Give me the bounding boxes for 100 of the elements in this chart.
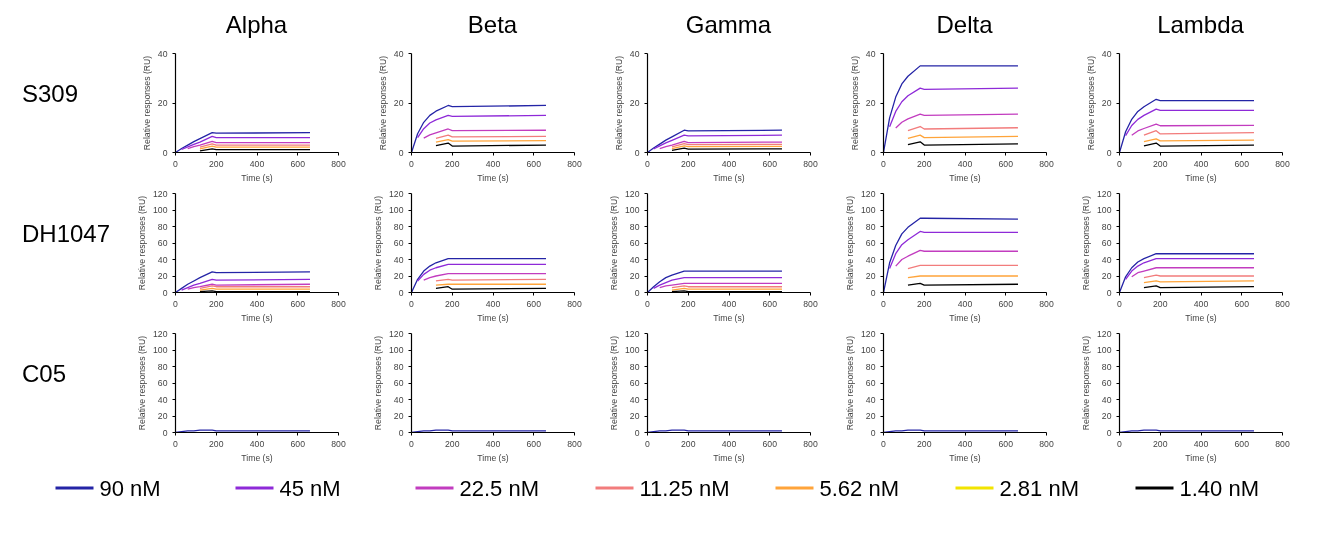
x-tick-label: 0 [173,298,179,309]
y-tick-label: 0 [634,287,640,298]
y-tick-label: 20 [629,411,640,421]
x-axis-title: Time (s) [1185,172,1217,183]
y-tick-label: 40 [1101,48,1112,59]
x-tick-label: 400 [249,438,265,449]
x-tick-label: 200 [681,438,696,449]
x-tick-label: 200 [209,438,224,449]
y-tick-label: 40 [157,394,168,405]
x-tick-label: 0 [881,438,887,449]
y-tick-label: 20 [1101,271,1112,281]
chart-title: Gamma [684,10,773,40]
y-tick-label: 60 [865,378,876,388]
x-tick-label: 800 [331,158,346,169]
y-tick-label: 40 [157,48,168,59]
y-tick-label: 40 [865,48,876,59]
legend-label: 11.25 nM [639,475,730,501]
x-tick-label: 800 [1275,298,1290,309]
y-tick-label: 120 [1097,188,1112,199]
x-tick-label: 0 [173,158,179,169]
x-tick-label: 0 [173,438,179,449]
y-axis-title: Relative responses (RU) [137,335,148,431]
y-tick-label: 20 [865,98,876,108]
y-tick-label: 40 [865,254,876,265]
x-tick-label: 400 [485,158,501,169]
y-tick-label: 100 [861,205,876,215]
y-tick-label: 60 [393,238,404,248]
x-tick-label: 800 [567,158,582,169]
y-tick-label: 40 [629,394,640,405]
y-axis-title: Relative responses (RU) [141,55,152,151]
y-tick-label: 120 [625,188,640,199]
x-tick-label: 0 [1117,298,1123,309]
x-axis-title: Time (s) [713,452,745,463]
y-tick-label: 20 [1101,411,1112,421]
x-tick-label: 0 [881,298,887,309]
x-tick-label: 400 [249,158,265,169]
x-tick-label: 800 [1275,438,1290,449]
x-tick-label: 800 [331,298,346,309]
x-tick-label: 600 [762,438,778,449]
x-tick-label: 800 [567,298,582,309]
x-tick-label: 400 [249,298,265,309]
chart-title: Delta [935,10,994,40]
y-tick-label: 20 [393,411,404,421]
y-tick-label: 120 [153,328,168,339]
y-tick-label: 0 [870,287,876,298]
y-tick-label: 40 [1101,394,1112,405]
x-axis-title: Time (s) [241,452,273,463]
x-tick-label: 200 [917,298,932,309]
y-tick-label: 120 [1097,328,1112,339]
y-tick-label: 100 [1097,205,1112,215]
y-tick-label: 60 [629,378,640,388]
y-tick-label: 60 [1101,238,1112,248]
x-tick-label: 600 [526,158,542,169]
x-tick-label: 800 [567,438,582,449]
x-axis-title: Time (s) [713,172,745,183]
x-axis-title: Time (s) [477,312,509,323]
y-tick-label: 0 [398,147,404,158]
x-axis-title: Time (s) [477,452,509,463]
y-tick-label: 80 [157,221,168,232]
y-tick-label: 100 [389,345,404,355]
y-tick-label: 20 [865,271,876,281]
y-tick-label: 120 [861,328,876,339]
x-tick-label: 400 [721,158,737,169]
y-axis-title: Relative responses (RU) [845,335,856,431]
x-tick-label: 400 [721,438,737,449]
y-tick-label: 20 [393,98,404,108]
x-tick-label: 0 [409,158,415,169]
x-tick-label: 800 [803,298,818,309]
y-axis-title: Relative responses (RU) [613,55,624,151]
x-tick-label: 800 [1039,158,1054,169]
legend-label: 45 nM [279,475,341,501]
y-tick-label: 80 [1101,221,1112,232]
x-tick-label: 0 [1117,438,1123,449]
y-tick-label: 80 [157,361,168,372]
y-tick-label: 120 [389,328,404,339]
chart-title: Beta [466,10,519,40]
y-tick-label: 40 [865,394,876,405]
y-axis-title: Relative responses (RU) [1081,335,1092,431]
x-tick-label: 0 [881,158,887,169]
x-tick-label: 200 [209,158,224,169]
x-tick-label: 200 [445,158,460,169]
x-tick-label: 400 [1193,158,1209,169]
y-tick-label: 20 [157,271,168,281]
y-tick-label: 80 [393,361,404,372]
x-axis-title: Time (s) [949,172,981,183]
y-tick-label: 20 [393,271,404,281]
x-tick-label: 200 [681,158,696,169]
y-tick-label: 40 [393,254,404,265]
x-tick-label: 600 [998,298,1014,309]
x-axis-title: Time (s) [477,172,509,183]
y-axis-title: Relative responses (RU) [1085,55,1096,151]
y-tick-label: 80 [865,221,876,232]
y-tick-label: 120 [625,328,640,339]
y-axis-title: Relative responses (RU) [137,195,148,291]
y-tick-label: 20 [157,411,168,421]
y-tick-label: 20 [1101,98,1112,108]
x-tick-label: 400 [957,158,973,169]
x-tick-label: 800 [1039,298,1054,309]
y-axis-title: Relative responses (RU) [1081,195,1092,291]
x-tick-label: 600 [526,438,542,449]
